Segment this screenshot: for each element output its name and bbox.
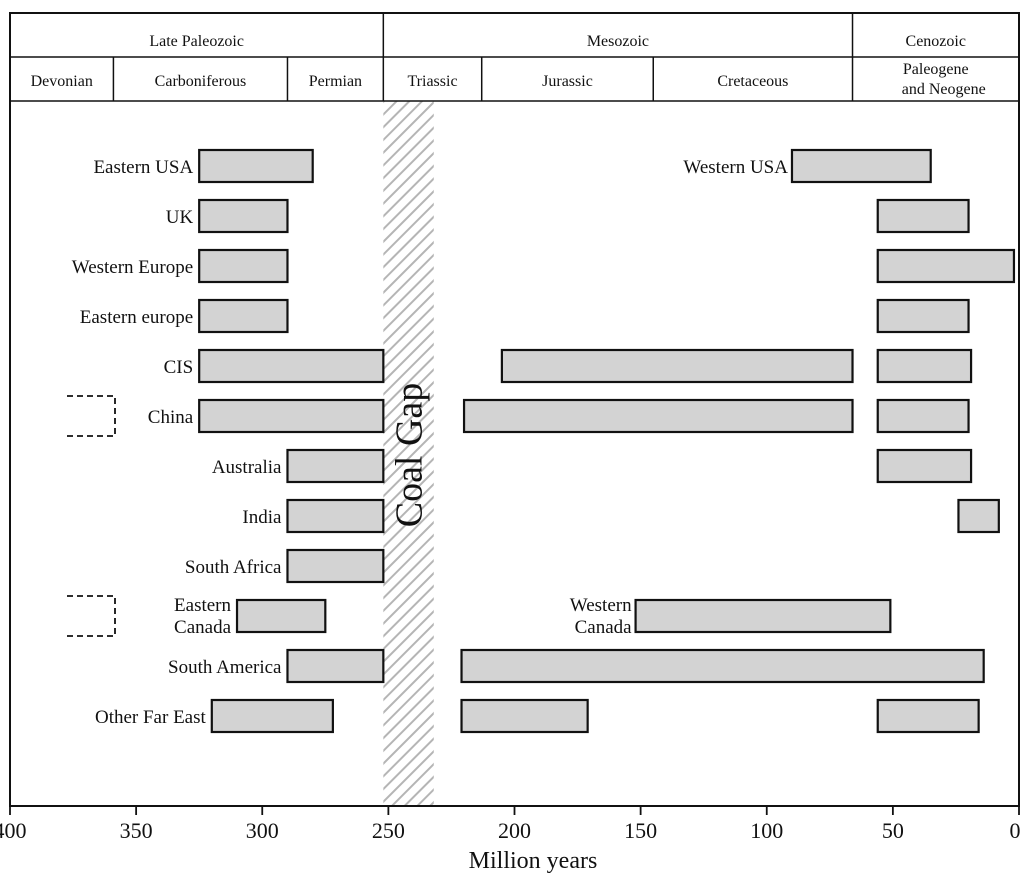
row-label: South Africa xyxy=(185,557,282,578)
dashed-bracket xyxy=(67,595,116,637)
period-label: Permian xyxy=(309,73,362,90)
x-tick-label: 0 xyxy=(1010,818,1021,843)
row-label: Western Europe xyxy=(72,257,193,278)
range-bar xyxy=(198,348,385,384)
range-bar xyxy=(286,548,385,584)
coal-gap-label: Coal Gap xyxy=(389,383,431,528)
row-label: India xyxy=(242,507,282,528)
row-label: Canada xyxy=(174,617,232,638)
row-label: UK xyxy=(166,207,194,228)
range-bar xyxy=(198,148,314,184)
inline-bar-label: Western xyxy=(570,595,632,616)
x-tick-label: 400 xyxy=(0,818,27,843)
range-bar xyxy=(460,648,985,684)
row-label: South America xyxy=(168,657,282,678)
period-label: Devonian xyxy=(31,73,93,90)
x-tick-label: 300 xyxy=(246,818,279,843)
timescale-header: Late Paleozoic Mesozoic Cenozoic Devonian Ca… xyxy=(31,13,986,101)
range-bar xyxy=(876,398,970,434)
x-axis: 400 350 300 250 200 150 100 50 0 Million years xyxy=(0,806,1021,874)
range-bar xyxy=(198,198,289,234)
x-tick-label: 200 xyxy=(498,818,531,843)
row-label: Australia xyxy=(212,457,282,478)
row-label: Eastern USA xyxy=(93,157,193,178)
x-tick-label: 100 xyxy=(750,818,783,843)
range-bar xyxy=(462,398,854,434)
range-bar xyxy=(286,498,385,534)
dashed-bracket xyxy=(67,395,116,437)
range-bar xyxy=(460,698,589,734)
x-tick-label: 350 xyxy=(120,818,153,843)
range-bar xyxy=(876,448,973,484)
period-label: Cretaceous xyxy=(717,73,788,90)
inline-bar-label: Western USA xyxy=(683,157,788,178)
range-bar xyxy=(876,348,973,384)
x-axis-title: Million years xyxy=(469,848,598,874)
range-bar xyxy=(876,298,970,334)
range-bar xyxy=(286,648,385,684)
range-bar xyxy=(876,698,980,734)
x-tick-label: 150 xyxy=(624,818,657,843)
era-label: Mesozoic xyxy=(587,33,649,50)
bars-layer xyxy=(198,148,1016,734)
range-bar xyxy=(198,398,385,434)
x-tick-label: 250 xyxy=(372,818,405,843)
range-bar xyxy=(790,148,932,184)
range-bar xyxy=(235,598,327,634)
row-label: Eastern europe xyxy=(80,307,193,328)
row-label: Eastern xyxy=(174,595,231,616)
period-label: Carboniferous xyxy=(155,73,247,90)
row-label: China xyxy=(148,407,194,428)
coal-gap-band xyxy=(383,101,434,806)
x-tick-label: 50 xyxy=(882,818,904,843)
range-bar xyxy=(634,598,892,634)
range-bar xyxy=(876,248,1016,284)
period-label: Jurassic xyxy=(542,73,593,90)
range-bar xyxy=(210,698,334,734)
range-bar xyxy=(957,498,1000,534)
row-label: Other Far East xyxy=(95,707,207,728)
period-label: and Neogene xyxy=(902,81,986,98)
era-label: Cenozoic xyxy=(906,33,966,50)
range-bar xyxy=(500,348,854,384)
coal-gap-layer: Coal Gap xyxy=(383,101,434,806)
row-label: CIS xyxy=(164,357,194,378)
range-bar xyxy=(198,248,289,284)
row-labels-layer: Eastern USA UK Western Europe Eastern europ… xyxy=(67,157,788,728)
range-bar xyxy=(286,448,385,484)
era-label: Late Paleozoic xyxy=(149,33,244,50)
period-label: Triassic xyxy=(407,73,457,90)
range-bar xyxy=(198,298,289,334)
period-label: Paleogene xyxy=(903,61,969,78)
inline-bar-label: Canada xyxy=(575,617,633,638)
range-bar xyxy=(876,198,970,234)
